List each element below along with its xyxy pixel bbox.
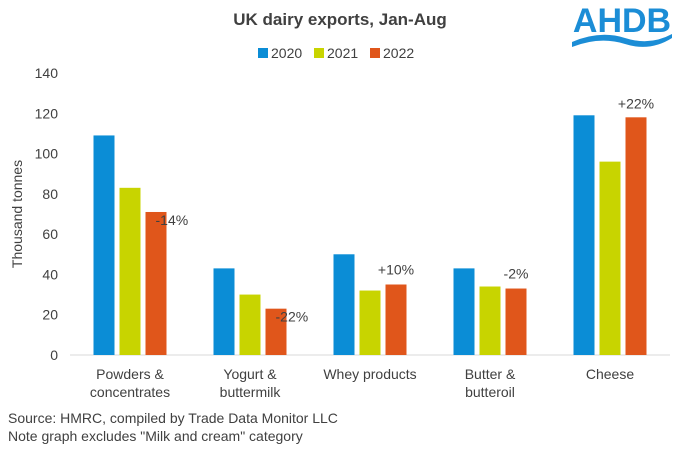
source-note: Source: HMRC, compiled by Trade Data Mon…	[8, 410, 338, 426]
x-tick-label: concentrates	[90, 384, 170, 400]
legend-label: 2021	[327, 45, 358, 61]
x-tick-label: Powders &	[96, 366, 164, 382]
legend-swatch-2022	[370, 48, 380, 58]
bar-2021	[599, 161, 621, 355]
x-tick-label: Butter &	[465, 366, 516, 382]
x-tick-label: Whey products	[323, 366, 416, 382]
y-tick-label: 140	[35, 65, 59, 81]
legend-label: 2022	[383, 45, 414, 61]
bar-2021	[119, 187, 141, 355]
x-tick-label: buttermilk	[220, 384, 282, 400]
bar-2022	[625, 117, 647, 355]
bar-2020	[93, 135, 115, 355]
bar-2021	[479, 286, 501, 355]
legend-label: 2020	[271, 45, 302, 61]
ahdb-logo: AHDB	[572, 2, 672, 47]
y-tick-label: 120	[35, 105, 59, 121]
change-label: +10%	[378, 262, 414, 278]
change-label: -22%	[276, 309, 309, 325]
x-tick-label: Yogurt &	[223, 366, 277, 382]
bar-2020	[213, 268, 235, 355]
legend-swatch-2021	[314, 48, 324, 58]
bar-2020	[573, 115, 595, 355]
change-label: +22%	[618, 95, 654, 111]
y-tick-label: 100	[35, 146, 59, 162]
y-tick-label: 40	[42, 266, 58, 282]
y-tick-label: 20	[42, 307, 58, 323]
legend-swatch-2020	[258, 48, 268, 58]
bar-2021	[239, 294, 261, 355]
bar-2022	[385, 284, 407, 355]
bar-2022	[265, 308, 287, 355]
exclusion-note: Note graph excludes "Milk and cream" cat…	[8, 428, 303, 444]
logo-text: AHDB	[573, 2, 671, 40]
change-label: -14%	[156, 212, 189, 228]
bar-2021	[359, 290, 381, 355]
change-label: -2%	[504, 266, 529, 282]
chart-title: UK dairy exports, Jan-Aug	[233, 10, 447, 29]
y-tick-label: 60	[42, 226, 58, 242]
y-axis-label: Thousand tonnes	[9, 160, 25, 268]
y-tick-label: 80	[42, 186, 58, 202]
bar-2022	[145, 211, 167, 355]
x-tick-label: Cheese	[586, 366, 634, 382]
bar-2020	[453, 268, 475, 355]
x-tick-label: butteroil	[465, 384, 515, 400]
logo-wave	[572, 34, 672, 47]
bar-2022	[505, 288, 527, 355]
bar-2020	[333, 254, 355, 355]
y-tick-label: 0	[50, 347, 58, 363]
